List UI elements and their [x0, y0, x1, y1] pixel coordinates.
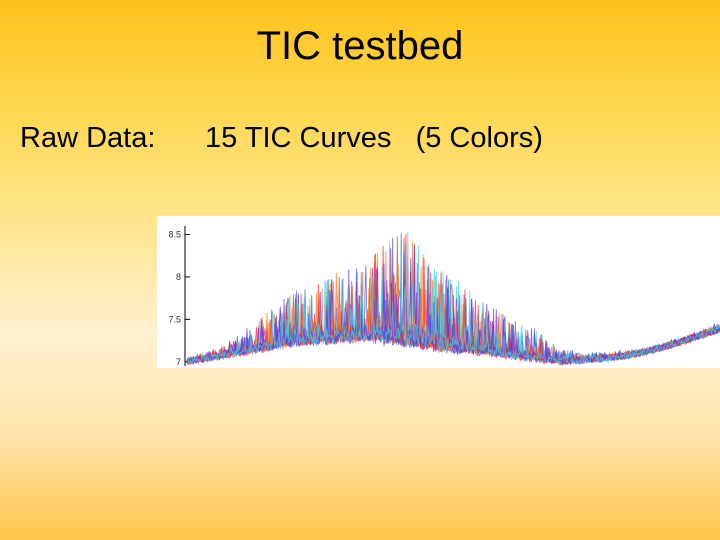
y-tick-label: 8.5 [168, 229, 181, 239]
tic-curve-15 [186, 231, 720, 366]
tic-chart: 8.5 8 7.5 7 [157, 216, 720, 368]
tic-curves [186, 231, 720, 367]
y-tick-label: 8 [176, 272, 181, 282]
tic-curve-14 [186, 258, 720, 366]
y-tick-label: 7 [176, 357, 181, 367]
slide-title: TIC testbed [256, 24, 464, 68]
y-tick-label: 7.5 [168, 314, 181, 324]
tic-chart-svg: 8.5 8 7.5 7 [168, 226, 720, 367]
tic-curves-label: 15 TIC Curves (5 Colors) [205, 122, 543, 154]
y-ticks: 8.5 8 7.5 7 [168, 229, 190, 367]
raw-data-label: Raw Data: [20, 122, 156, 154]
